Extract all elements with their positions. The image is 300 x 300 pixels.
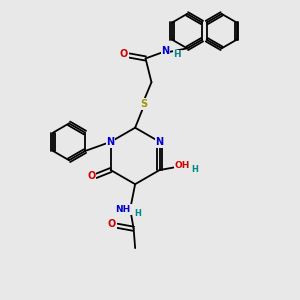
- Text: O: O: [87, 171, 95, 181]
- Text: S: S: [140, 99, 148, 109]
- Text: N: N: [161, 46, 169, 56]
- Text: O: O: [120, 49, 128, 59]
- Text: O: O: [108, 219, 116, 229]
- Text: OH: OH: [175, 161, 190, 170]
- Text: N: N: [106, 137, 115, 147]
- Text: NH: NH: [116, 205, 131, 214]
- Text: H: H: [191, 165, 198, 174]
- Text: H: H: [135, 208, 142, 217]
- Text: H: H: [173, 50, 181, 59]
- Text: N: N: [155, 137, 164, 147]
